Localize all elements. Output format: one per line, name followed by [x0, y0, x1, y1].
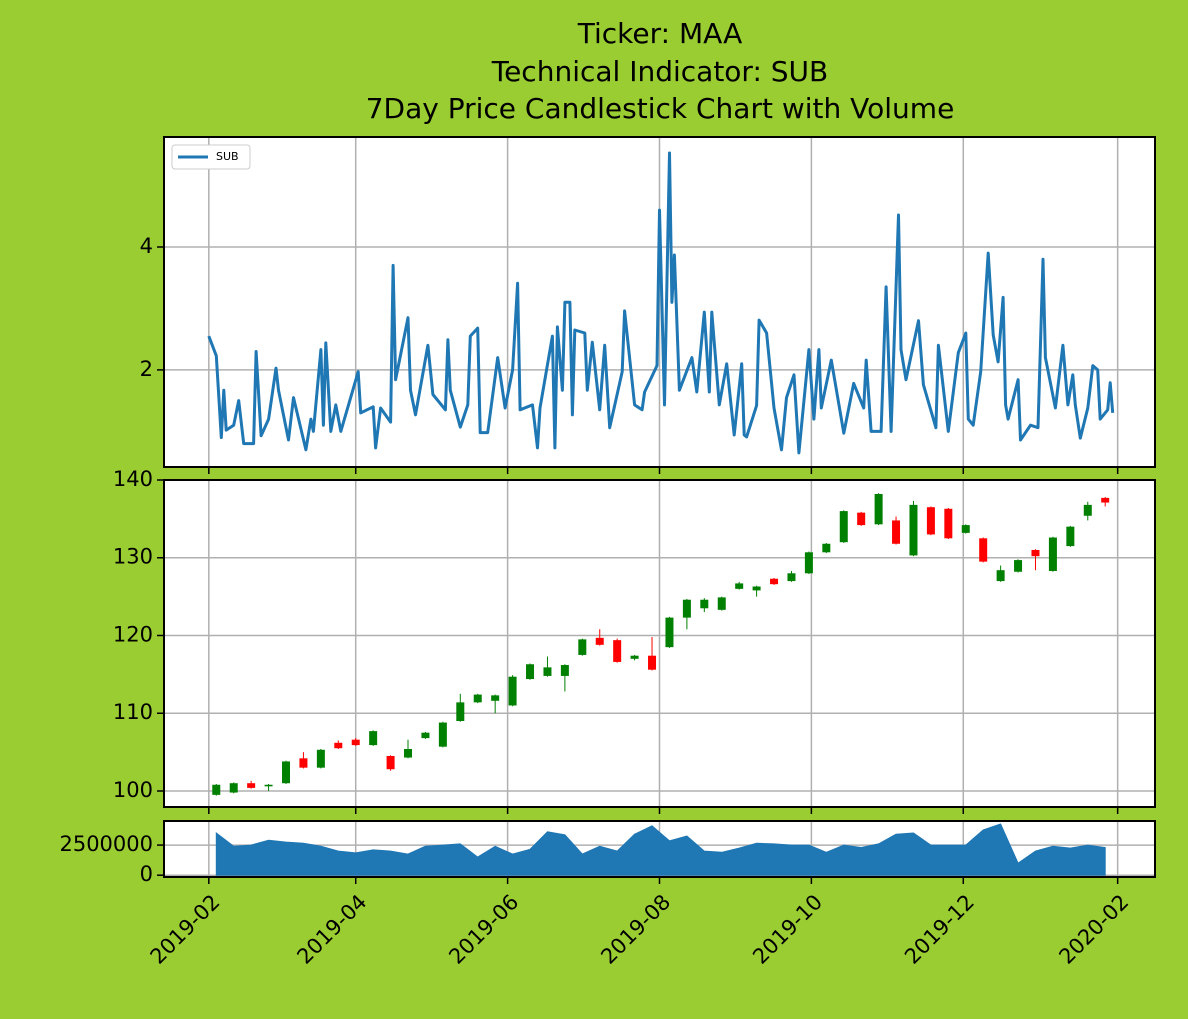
legend-box [171, 144, 251, 170]
candle-body [804, 552, 813, 574]
candle-body [735, 583, 744, 589]
y-tick-label: 2500000 [59, 832, 153, 856]
candle-body [456, 702, 465, 722]
candle-body [839, 511, 848, 543]
title-line: Technical Indicator: SUB [491, 55, 829, 88]
candle-body [700, 599, 709, 609]
volume-area [215, 823, 1106, 876]
x-tick-label: 2019-04 [292, 890, 371, 969]
candle-body [717, 597, 726, 610]
y-tick-label: 140 [113, 467, 153, 491]
plot-frame [163, 136, 1156, 468]
x-tick-label: 2019-10 [748, 890, 827, 969]
candle-body [229, 783, 238, 793]
candle-body [944, 508, 953, 539]
candle-body [212, 784, 221, 795]
y-tick-label: 4 [140, 234, 153, 258]
candle-body [787, 573, 796, 582]
candle-body [560, 665, 569, 676]
candle-body [421, 732, 430, 739]
candle-body [1014, 560, 1023, 572]
candle-body [404, 749, 413, 758]
y-tick-label: 0 [140, 862, 153, 886]
candle-body [979, 538, 988, 562]
candle-body [508, 676, 517, 706]
x-tick-label: 2019-08 [596, 890, 675, 969]
plot-content [164, 137, 1155, 467]
candle-body [961, 525, 970, 533]
plot-content [164, 479, 1155, 807]
y-tick-label: 110 [113, 700, 153, 724]
candle-body [386, 755, 395, 770]
candle-body [578, 639, 587, 655]
candle-body [316, 749, 325, 768]
candle-body [438, 722, 447, 747]
candle-body [892, 520, 901, 544]
y-tick-label: 100 [113, 778, 153, 802]
candle-body [369, 731, 378, 746]
candle-body [351, 739, 360, 746]
candle-body [1066, 526, 1075, 547]
plot-content [164, 821, 1155, 877]
candle-body [1101, 497, 1110, 503]
candle-body [630, 655, 639, 659]
candle-body [682, 599, 691, 618]
candle-body [526, 664, 535, 680]
x-tick-label: 2019-02 [146, 890, 225, 969]
candle-body [613, 640, 622, 662]
candle-body [648, 655, 657, 670]
plot-frame [163, 820, 1156, 878]
candle-body [1048, 537, 1057, 571]
candle-body [822, 543, 831, 553]
candle-body [1083, 504, 1092, 516]
candle-body [926, 507, 935, 535]
line-series [207, 151, 1115, 455]
candle-body [247, 783, 256, 788]
x-tick-label: 2019-12 [900, 890, 979, 969]
x-tick-label: 2019-06 [444, 890, 523, 969]
candle-body [282, 761, 291, 784]
candle-body [1031, 549, 1040, 557]
plot-frame [163, 479, 1156, 808]
candle-body [874, 493, 883, 525]
candle-body [665, 617, 674, 648]
y-tick-label: 2 [140, 357, 153, 381]
legend-label: SUB [216, 150, 239, 163]
y-tick-label: 120 [113, 622, 153, 646]
candle-body [491, 695, 500, 701]
x-tick-label: 2020-02 [1054, 890, 1133, 969]
candle-body [264, 784, 273, 787]
y-tick-label: 130 [113, 545, 153, 569]
candle-body [473, 694, 482, 703]
candle-body [909, 504, 918, 556]
candle-body [334, 742, 343, 749]
candle-body [770, 578, 779, 585]
candle-body [299, 758, 308, 768]
candle-body [752, 586, 761, 591]
candle-body [543, 667, 552, 676]
candle-body [996, 570, 1005, 582]
title-line: 7Day Price Candlestick Chart with Volume [366, 92, 955, 125]
title-line: Ticker: MAA [577, 17, 742, 50]
candle-body [595, 637, 604, 645]
candle-body [857, 512, 866, 526]
